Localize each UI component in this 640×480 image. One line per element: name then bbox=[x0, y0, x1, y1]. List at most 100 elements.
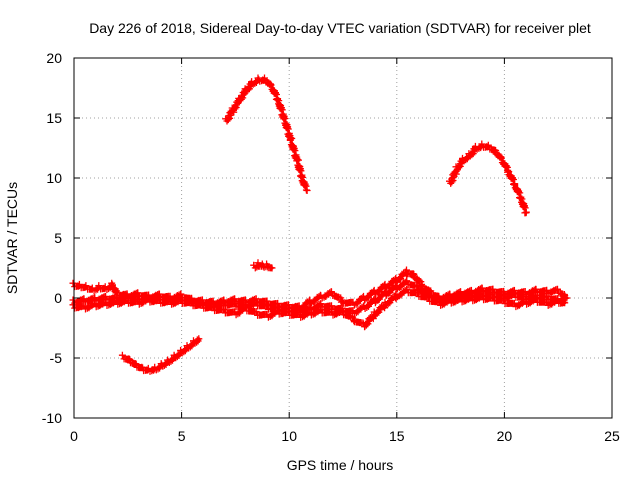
y-axis-label: SDTVAR / TECUs bbox=[4, 182, 20, 294]
data-point bbox=[474, 146, 479, 150]
y-tick-label: 15 bbox=[46, 110, 62, 126]
data-point bbox=[270, 266, 274, 270]
data-point bbox=[134, 363, 139, 367]
data-point bbox=[104, 296, 108, 300]
data-point bbox=[136, 301, 141, 305]
series-band-lower bbox=[69, 285, 569, 331]
data-point bbox=[468, 153, 472, 157]
data-point bbox=[287, 312, 291, 316]
data-point bbox=[276, 310, 281, 314]
data-point bbox=[535, 289, 539, 293]
data-point bbox=[261, 264, 265, 268]
x-tick-label: 15 bbox=[389, 428, 405, 444]
y-tick-label: 5 bbox=[54, 230, 62, 246]
data-point bbox=[341, 310, 345, 314]
series-markers bbox=[118, 335, 203, 375]
data-point bbox=[487, 145, 491, 149]
data-point bbox=[319, 309, 324, 313]
data-point bbox=[233, 303, 237, 307]
data-point bbox=[78, 284, 83, 288]
data-point bbox=[341, 300, 345, 304]
data-point bbox=[244, 307, 248, 311]
data-point bbox=[257, 262, 261, 266]
data-point bbox=[513, 303, 517, 307]
data-point bbox=[283, 118, 287, 122]
data-point bbox=[180, 300, 184, 304]
data-point bbox=[500, 158, 504, 162]
data-point bbox=[93, 297, 98, 301]
data-point bbox=[147, 368, 151, 372]
data-point bbox=[513, 294, 517, 298]
data-point bbox=[167, 360, 171, 364]
data-point bbox=[304, 188, 309, 192]
data-point bbox=[244, 88, 248, 92]
y-tick-label: -5 bbox=[50, 350, 63, 366]
data-point bbox=[330, 312, 334, 316]
data-point bbox=[85, 285, 89, 289]
data-point bbox=[416, 292, 420, 296]
data-point bbox=[524, 211, 528, 215]
data-point bbox=[141, 367, 145, 371]
data-point bbox=[98, 285, 102, 289]
data-point bbox=[111, 283, 115, 287]
data-point bbox=[373, 290, 377, 294]
data-point bbox=[502, 300, 506, 304]
data-point bbox=[319, 303, 324, 307]
data-point bbox=[289, 140, 293, 144]
data-point bbox=[352, 302, 356, 306]
data-point bbox=[507, 170, 511, 174]
data-point bbox=[535, 298, 539, 302]
data-point bbox=[300, 176, 304, 180]
data-point bbox=[91, 288, 95, 292]
data-point bbox=[225, 118, 229, 122]
data-point bbox=[373, 312, 377, 316]
series-markers bbox=[222, 74, 311, 194]
data-point bbox=[158, 300, 162, 304]
x-tick-label: 0 bbox=[70, 428, 78, 444]
y-tick-label: 20 bbox=[46, 50, 62, 66]
data-point bbox=[104, 286, 108, 290]
data-point bbox=[257, 78, 261, 82]
data-point bbox=[384, 302, 388, 306]
data-point bbox=[373, 298, 377, 302]
data-point bbox=[459, 298, 463, 302]
x-tick-label: 5 bbox=[178, 428, 186, 444]
data-point bbox=[449, 181, 453, 185]
data-point bbox=[395, 285, 399, 289]
data-point bbox=[438, 302, 442, 306]
x-axis-label: GPS time / hours bbox=[287, 457, 394, 473]
chart-title: Day 226 of 2018, Sidereal Day-to-day VTE… bbox=[89, 20, 591, 36]
data-point bbox=[121, 355, 126, 359]
data-point bbox=[470, 297, 474, 301]
data-point bbox=[556, 289, 560, 293]
data-point bbox=[83, 306, 87, 310]
data-point bbox=[197, 337, 201, 341]
data-point bbox=[384, 291, 388, 295]
data-point bbox=[126, 300, 130, 304]
x-tick-label: 25 bbox=[604, 428, 620, 444]
data-point bbox=[298, 314, 302, 318]
data-point bbox=[520, 198, 524, 202]
y-tick-label: 10 bbox=[46, 170, 62, 186]
data-point bbox=[186, 345, 190, 349]
data-point bbox=[276, 99, 281, 103]
data-point bbox=[405, 270, 410, 274]
data-point bbox=[494, 150, 498, 154]
data-point bbox=[192, 340, 197, 344]
data-point bbox=[128, 358, 132, 362]
data-point bbox=[362, 296, 367, 300]
series-arc-morning-peak bbox=[222, 74, 311, 194]
data-point bbox=[421, 284, 425, 288]
y-tick-label: 0 bbox=[54, 290, 62, 306]
data-point bbox=[83, 298, 87, 302]
data-point bbox=[455, 166, 459, 170]
data-point bbox=[169, 301, 173, 305]
data-point bbox=[395, 278, 399, 282]
data-point bbox=[253, 265, 257, 269]
data-point bbox=[266, 306, 270, 310]
data-point bbox=[296, 160, 300, 164]
data-point bbox=[492, 297, 496, 301]
y-tick-label: -10 bbox=[42, 410, 62, 426]
data-point bbox=[524, 301, 528, 305]
